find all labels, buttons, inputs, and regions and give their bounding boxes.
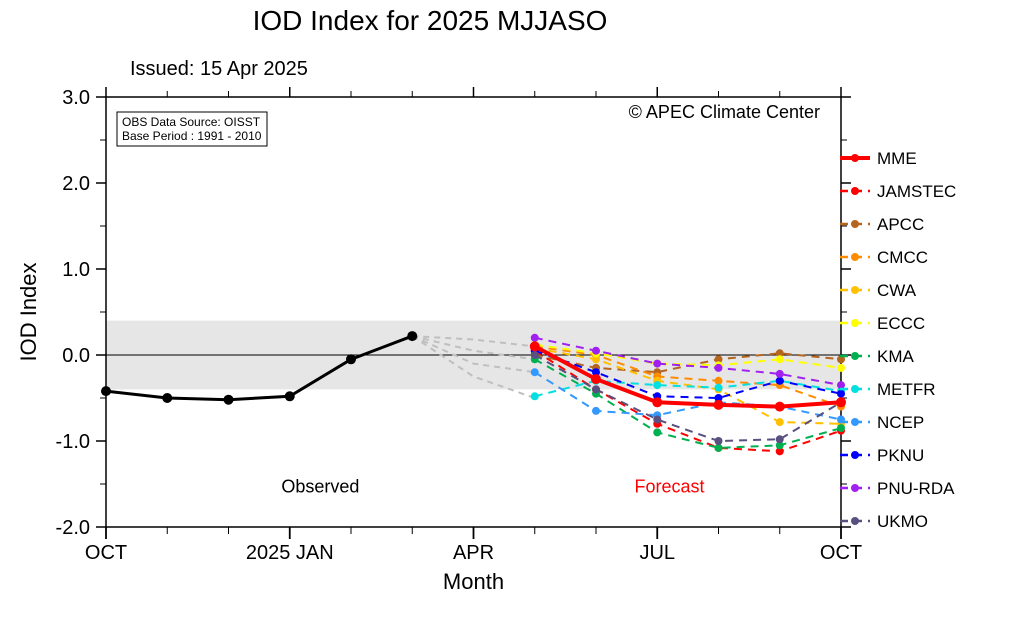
svg-text:Observed: Observed [281,477,359,497]
svg-text:APR: APR [453,542,494,564]
svg-text:-2.0: -2.0 [56,517,90,539]
legend-item-CMCC: CMCC [877,248,928,267]
iod-forecast-chart: -2.0 -1.0 0.0 1.0 2.0 3.0 OCT 2025 JAN APR JUL OCT… [0,0,1011,618]
svg-text:IOD Index: IOD Index [16,262,41,361]
legend-item-PNU-RDA: PNU-RDA [877,479,955,498]
legend-item-MME: MME [877,149,917,168]
svg-text:-1.0: -1.0 [56,431,90,453]
chart-subtitle-svg: Issued: 15 Apr 2025 [130,58,308,80]
legend-item-KMA: KMA [877,347,915,366]
svg-text:3.0: 3.0 [62,87,90,109]
legend-item-NCEP: NCEP [877,413,924,432]
legend-item-ECCC: ECCC [877,314,925,333]
svg-text:OCT: OCT [820,542,862,564]
chart-title-svg: IOD Index for 2025 MJJASO [253,5,608,36]
svg-text:Month: Month [443,569,504,594]
legend-item-PKNU: PKNU [877,446,924,465]
svg-text:0.0: 0.0 [62,345,90,367]
svg-text:2.0: 2.0 [62,173,90,195]
svg-text:Base Period : 1991 - 2010: Base Period : 1991 - 2010 [122,129,262,143]
legend-item-METFR: METFR [877,380,936,399]
svg-text:Forecast: Forecast [634,477,704,497]
legend-item-CWA: CWA [877,281,917,300]
svg-text:JUL: JUL [639,542,675,564]
legend-item-APCC: APCC [877,215,924,234]
legend-item-UKMO: UKMO [877,512,928,531]
legend-item-JAMSTEC: JAMSTEC [877,182,956,201]
svg-text:OCT: OCT [85,542,127,564]
svg-text:OBS Data Source: OISST: OBS Data Source: OISST [122,115,261,129]
svg-text:2025 JAN: 2025 JAN [246,542,334,564]
copyright-text: © APEC Climate Center [629,102,820,122]
svg-text:1.0: 1.0 [62,259,90,281]
